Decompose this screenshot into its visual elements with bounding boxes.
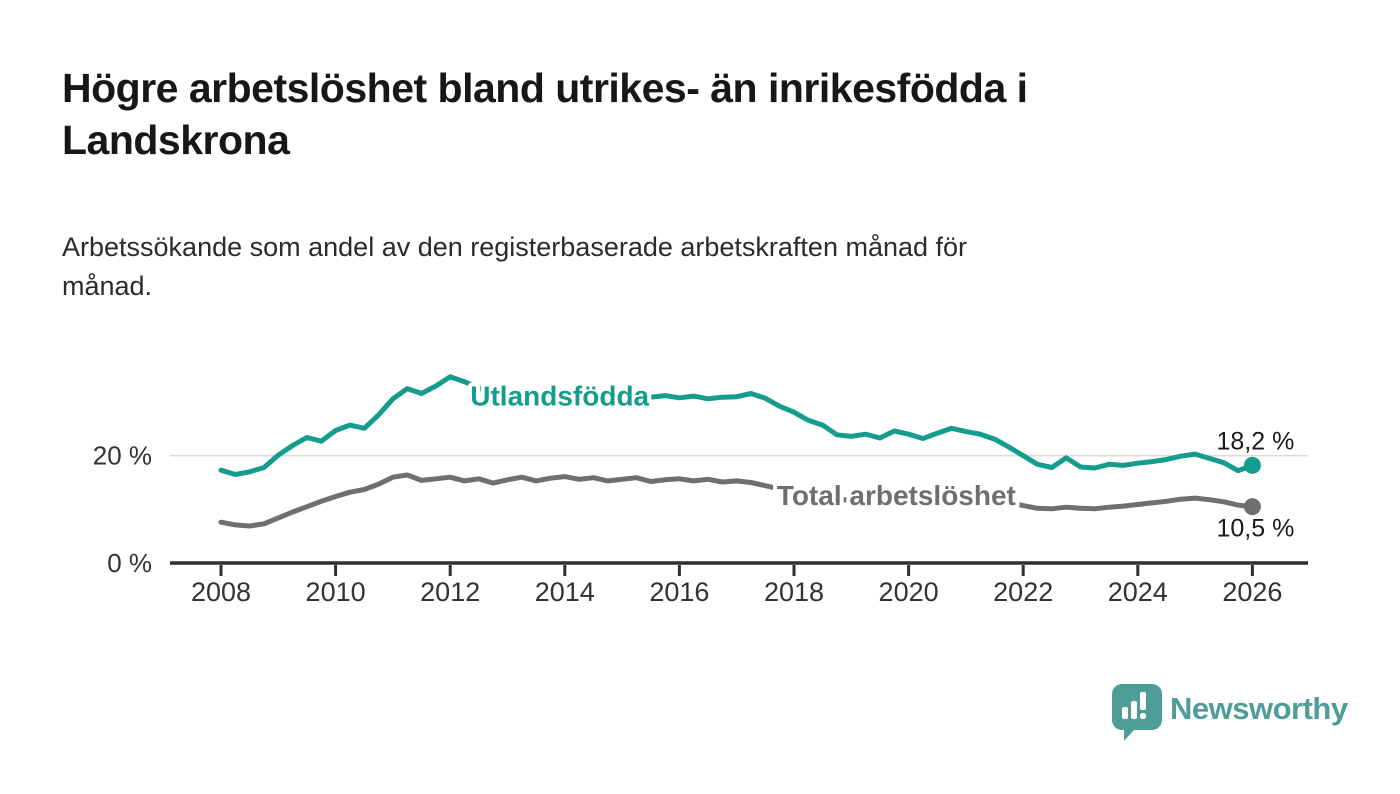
x-tick-label-2024: 2024 xyxy=(1108,577,1168,607)
page-title: Högre arbetslöshet bland utrikes- än inr… xyxy=(62,62,1142,166)
x-tick-label-2010: 2010 xyxy=(306,577,366,607)
chart-subtitle-line-1: Arbetssökande som andel av den registerb… xyxy=(62,232,968,262)
y-tick-label-0: 0 % xyxy=(107,548,152,578)
series-inline-label-total-arbetsloshet: Total arbetslöshet xyxy=(777,480,1016,511)
series-end-dot-total-arbetsloshet xyxy=(1243,498,1261,516)
chart-subtitle: Arbetssökande som andel av den registerb… xyxy=(62,228,1262,306)
series-inline-label-utlandsfodda: Utlandsfödda xyxy=(470,380,649,411)
x-tick-label-2022: 2022 xyxy=(993,577,1053,607)
x-tick-label-2012: 2012 xyxy=(420,577,480,607)
y-tick-label-20: 20 % xyxy=(93,441,152,471)
series-line-utlandsfodda xyxy=(218,374,1255,477)
newsworthy-logo: Newsworthy xyxy=(1112,684,1348,742)
newsworthy-wordmark: Newsworthy xyxy=(1170,691,1348,726)
x-tick-label-2008: 2008 xyxy=(191,577,251,607)
series-line-total-arbetsloshet xyxy=(218,472,1255,529)
series-end-dot-utlandsfodda xyxy=(1243,456,1261,474)
newsworthy-speech-bubble-bar-chart-icon xyxy=(1112,684,1162,741)
x-tick-label-2018: 2018 xyxy=(764,577,824,607)
page-title-line-1: Högre arbetslöshet bland utrikes- än inr… xyxy=(62,65,1028,111)
chart-subtitle-line-2: månad. xyxy=(62,271,153,301)
x-tick-label-2020: 2020 xyxy=(879,577,939,607)
series-end-value-label-utlandsfodda: 18,2 % xyxy=(1216,427,1294,455)
page-title-line-2: Landskrona xyxy=(62,117,290,163)
x-tick-label-2026: 2026 xyxy=(1222,577,1282,607)
series-end-value-label-total-arbetsloshet: 10,5 % xyxy=(1216,515,1294,543)
x-tick-label-2014: 2014 xyxy=(535,577,595,607)
x-tick-label-2016: 2016 xyxy=(649,577,709,607)
